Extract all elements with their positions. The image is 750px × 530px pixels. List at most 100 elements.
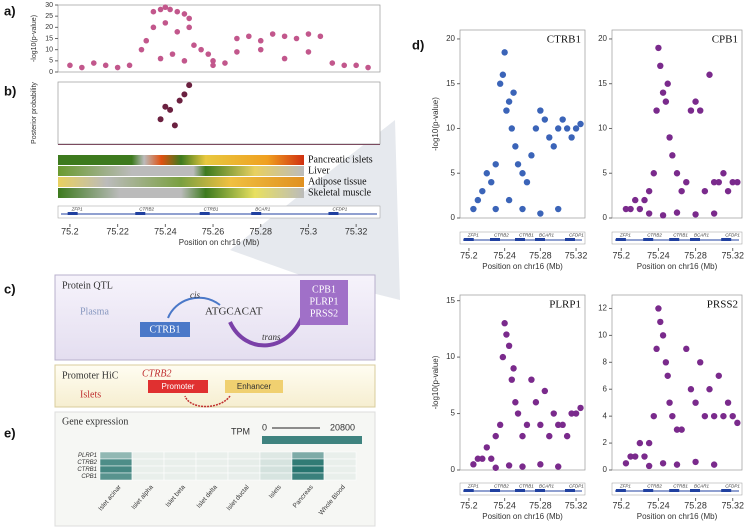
heat-cell bbox=[323, 451, 357, 460]
y-tick-label: 10 bbox=[446, 124, 455, 133]
row-label: CPB1 bbox=[81, 474, 97, 480]
point bbox=[150, 24, 157, 31]
heat-cell bbox=[291, 465, 325, 474]
point bbox=[114, 64, 121, 71]
point bbox=[519, 170, 526, 177]
chromatin-track bbox=[58, 166, 304, 176]
cis-arrow bbox=[167, 296, 221, 319]
chart-title: CPB1 bbox=[712, 34, 738, 46]
point bbox=[519, 205, 526, 213]
y-tick-label: 4 bbox=[603, 411, 608, 420]
gene bbox=[565, 238, 575, 241]
point bbox=[293, 35, 300, 42]
chromatin-track bbox=[58, 188, 304, 198]
y-axis-label: -log10(p-value) bbox=[31, 15, 38, 62]
x-tick-label: 75.32 bbox=[721, 500, 744, 510]
gene-label: CTRB2 bbox=[647, 484, 662, 489]
label: CTRB1 bbox=[149, 324, 180, 335]
x-tick-label: 75.24 bbox=[647, 250, 670, 260]
point bbox=[186, 24, 192, 31]
y-tick-label: 2 bbox=[603, 438, 608, 447]
point bbox=[162, 20, 169, 26]
gene bbox=[669, 238, 680, 241]
point bbox=[519, 432, 526, 440]
label: cis bbox=[190, 290, 200, 300]
track-label: Pancreatic islets bbox=[308, 154, 373, 165]
point bbox=[692, 98, 699, 105]
chart-title: CTRB1 bbox=[547, 34, 581, 46]
y-tick-label: 5 bbox=[451, 409, 456, 418]
point bbox=[205, 51, 212, 57]
point bbox=[222, 60, 228, 66]
y-tick-label: 20 bbox=[598, 34, 607, 43]
gene bbox=[565, 489, 575, 492]
x-tick-label: 75.32 bbox=[565, 250, 588, 260]
point bbox=[666, 134, 673, 141]
y-tick-label: 20 bbox=[45, 24, 53, 31]
point bbox=[501, 49, 508, 56]
point bbox=[650, 170, 657, 177]
track-label: Skeletal muscle bbox=[308, 187, 372, 198]
y-tick-label: 5 bbox=[49, 58, 53, 65]
gene bbox=[199, 212, 210, 215]
point bbox=[512, 143, 519, 150]
point bbox=[636, 205, 644, 213]
gene-label: CTRB1 bbox=[673, 233, 688, 238]
point bbox=[365, 64, 371, 71]
point bbox=[523, 178, 531, 186]
point bbox=[496, 80, 504, 87]
point bbox=[664, 80, 671, 87]
x-tick-label: 75.32 bbox=[565, 500, 588, 510]
point bbox=[692, 211, 699, 218]
point bbox=[550, 410, 557, 417]
y-tick-label: 12 bbox=[598, 304, 607, 313]
point bbox=[174, 29, 181, 35]
chart-title: Gene expression bbox=[62, 416, 128, 427]
point bbox=[499, 353, 507, 361]
colorbar-tick: 0 bbox=[262, 422, 267, 432]
point bbox=[79, 64, 85, 71]
point bbox=[706, 386, 713, 393]
point bbox=[622, 205, 630, 213]
x-tick-label: 75.32 bbox=[721, 250, 744, 260]
point bbox=[669, 152, 676, 159]
point bbox=[653, 107, 660, 114]
gene-label: BCAR1 bbox=[694, 484, 710, 489]
chromatin-track bbox=[58, 177, 304, 187]
label: CPB1 bbox=[312, 284, 336, 295]
point bbox=[555, 125, 562, 132]
point bbox=[210, 58, 216, 64]
enhancer-box bbox=[225, 380, 283, 393]
point bbox=[729, 412, 736, 420]
gene bbox=[721, 238, 732, 241]
heat-cell bbox=[323, 465, 357, 474]
gene bbox=[615, 489, 626, 492]
gene-label: CTRB1 bbox=[673, 484, 688, 489]
x-axis-label: Position on chr16 (Mb) bbox=[637, 512, 718, 521]
point bbox=[181, 11, 188, 17]
gene-label: CFDP1 bbox=[332, 207, 347, 212]
point bbox=[181, 91, 188, 98]
point bbox=[720, 170, 727, 177]
x-tick-label: 75.32 bbox=[345, 226, 368, 236]
heat-cell bbox=[259, 472, 293, 481]
y-tick-label: 0 bbox=[603, 465, 608, 474]
colorbar-label: TPM bbox=[231, 426, 250, 436]
point bbox=[701, 412, 709, 420]
gene-label: ZFP1 bbox=[467, 484, 479, 489]
point bbox=[470, 205, 477, 213]
point bbox=[90, 60, 97, 66]
y-tick-label: 0 bbox=[451, 213, 456, 222]
heat-cell bbox=[99, 451, 133, 460]
point bbox=[659, 89, 667, 96]
heat-cell bbox=[131, 465, 165, 474]
plot-frame bbox=[611, 29, 743, 219]
point bbox=[186, 82, 193, 89]
label: PRSS2 bbox=[310, 308, 338, 319]
heat-cell bbox=[131, 458, 165, 467]
heat-cell bbox=[163, 472, 197, 481]
diagram: Protein QTL Plasma CTRB1 cis ATGCACAT tr… bbox=[54, 274, 376, 408]
point bbox=[636, 439, 644, 447]
point bbox=[550, 143, 557, 150]
